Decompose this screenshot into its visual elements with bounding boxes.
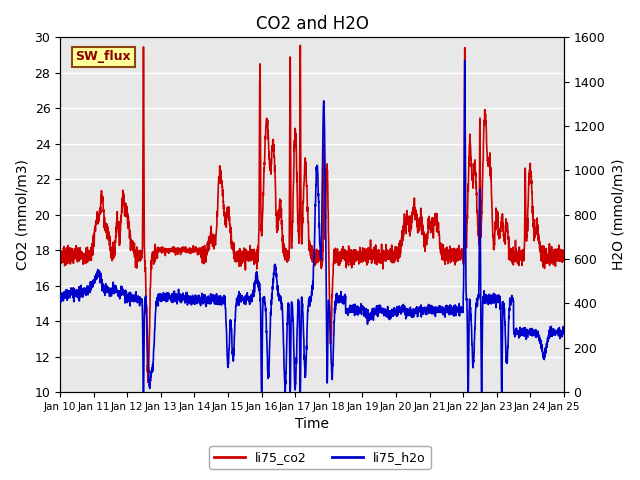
Title: CO2 and H2O: CO2 and H2O [255, 15, 369, 33]
Legend: li75_co2, li75_h2o: li75_co2, li75_h2o [209, 446, 431, 469]
Y-axis label: H2O (mmol/m3): H2O (mmol/m3) [611, 159, 625, 270]
Y-axis label: CO2 (mmol/m3): CO2 (mmol/m3) [15, 159, 29, 270]
Text: SW_flux: SW_flux [76, 50, 131, 63]
X-axis label: Time: Time [295, 418, 329, 432]
